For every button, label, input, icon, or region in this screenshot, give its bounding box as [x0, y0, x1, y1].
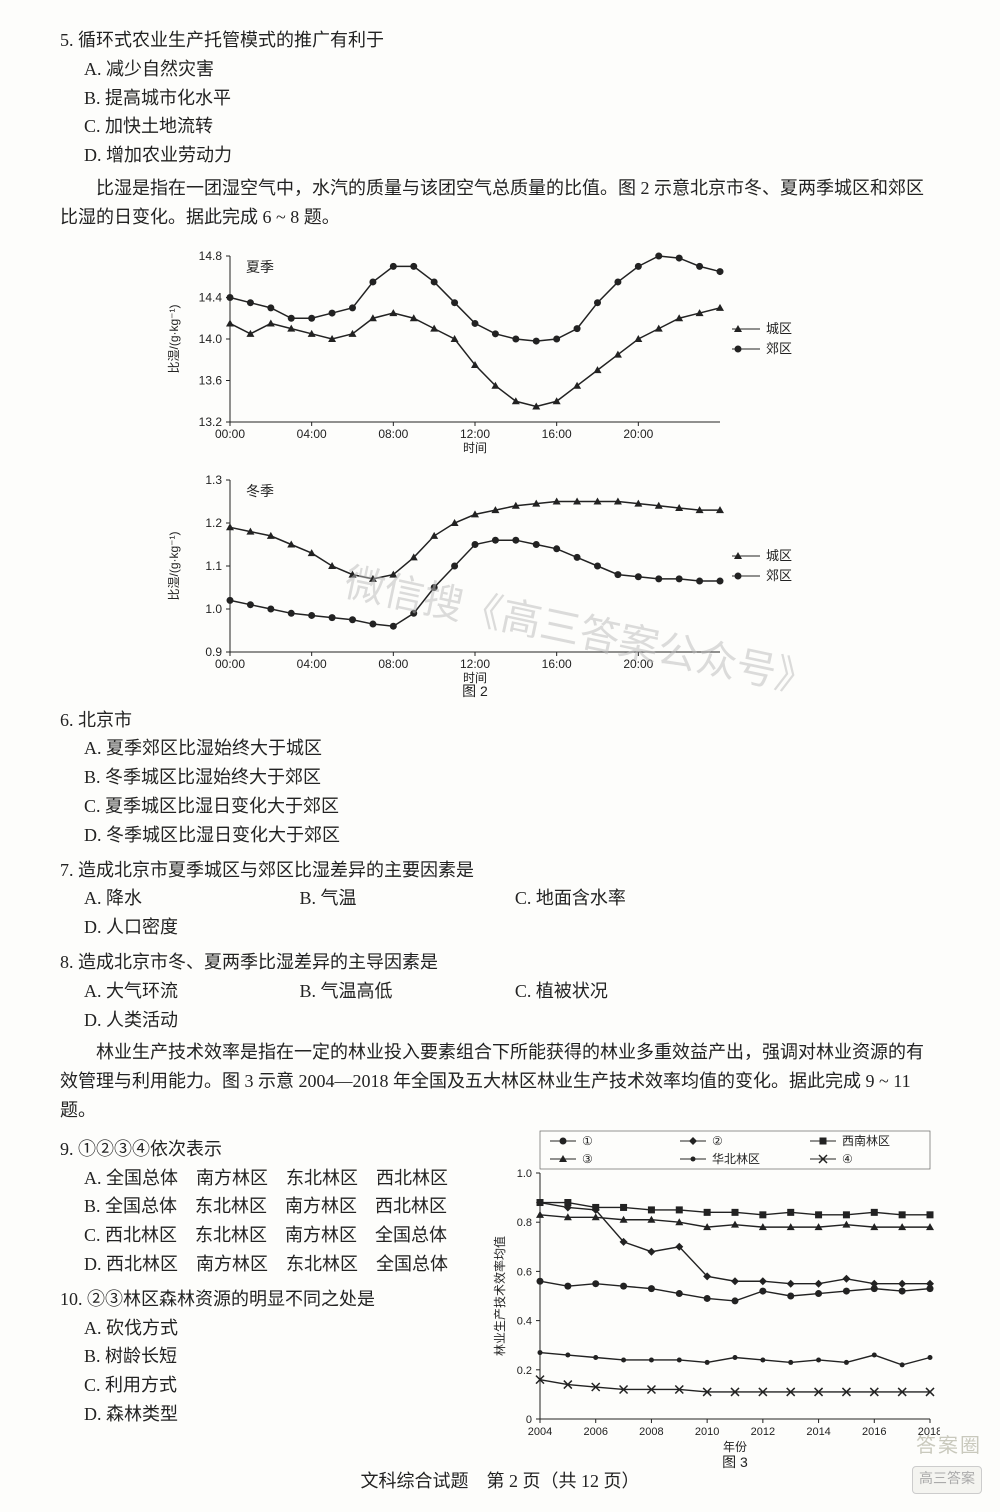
svg-text:0.6: 0.6: [517, 1266, 532, 1278]
svg-text:0.8: 0.8: [517, 1217, 532, 1229]
svg-text:12:00: 12:00: [460, 427, 490, 441]
chart-winter: 0.91.01.11.21.300:0004:0008:0012:0016:00…: [60, 460, 940, 700]
svg-text:林业生产技术效率均值: 林业生产技术效率均值: [492, 1236, 507, 1356]
svg-text:04:00: 04:00: [297, 427, 327, 441]
svg-text:2012: 2012: [751, 1426, 775, 1438]
chart-summer: 13.213.614.014.414.800:0004:0008:0012:00…: [60, 236, 940, 456]
q6-opt-b: B. 冬季城区比湿始终大于郊区: [84, 763, 503, 792]
svg-text:夏季: 夏季: [246, 259, 274, 275]
svg-text:城区: 城区: [766, 321, 792, 336]
q5-opt-c: C. 加快土地流转: [84, 112, 503, 141]
q8-opt-b: B. 气温高低: [299, 977, 504, 1006]
svg-text:14.0: 14.0: [199, 332, 223, 346]
svg-text:20:00: 20:00: [623, 427, 653, 441]
q5-opt-a: A. 减少自然灾害: [84, 55, 503, 84]
corner-watermark-2: 答案圈: [916, 1430, 982, 1462]
q7-opt-b: B. 气温: [299, 884, 504, 913]
svg-text:0.2: 0.2: [517, 1365, 532, 1377]
q7-opt-a: A. 降水: [84, 884, 289, 913]
svg-text:16:00: 16:00: [542, 427, 572, 441]
q8-opt-a: A. 大气环流: [84, 977, 289, 1006]
q5-stem: 5. 循环式农业生产托管模式的推广有利于: [60, 26, 940, 55]
svg-text:08:00: 08:00: [378, 427, 408, 441]
page-footer: 文科综合试题 第 2 页（共 12 页）: [0, 1467, 1000, 1496]
svg-text:2004: 2004: [528, 1426, 552, 1438]
svg-text:2014: 2014: [806, 1426, 830, 1438]
q8-opt-d: D. 人类活动: [84, 1006, 289, 1035]
corner-watermark: 高三答案: [912, 1466, 982, 1494]
svg-text:13.6: 13.6: [199, 373, 223, 387]
svg-text:20:00: 20:00: [623, 657, 653, 671]
q6-opt-c: C. 夏季城区比湿日变化大于郊区: [84, 792, 503, 821]
context-para-2: 林业生产技术效率是指在一定的林业投入要素组合下所能获得的林业多重效益产出，强调对…: [60, 1038, 940, 1124]
svg-text:1.1: 1.1: [205, 559, 222, 573]
svg-text:16:00: 16:00: [542, 657, 572, 671]
q8-stem: 8. 造成北京市冬、夏两季比湿差异的主导因素是: [60, 948, 940, 977]
context-para-1: 比湿是指在一团湿空气中，水汽的质量与该团空气总质量的比值。图 2 示意北京市冬、…: [60, 174, 940, 232]
svg-text:华北林区: 华北林区: [712, 1152, 760, 1166]
svg-text:04:00: 04:00: [297, 657, 327, 671]
svg-text:郊区: 郊区: [766, 568, 792, 583]
q6-stem: 6. 北京市: [60, 706, 940, 735]
q7-opt-d: D. 人口密度: [84, 913, 289, 942]
svg-text:2006: 2006: [583, 1426, 607, 1438]
q6-options: A. 夏季郊区比湿始终大于城区 B. 冬季城区比湿始终大于郊区 C. 夏季城区比…: [84, 734, 940, 849]
svg-text:1.0: 1.0: [205, 602, 222, 616]
svg-text:00:00: 00:00: [215, 657, 245, 671]
svg-text:2010: 2010: [695, 1426, 719, 1438]
svg-text:00:00: 00:00: [215, 427, 245, 441]
q7-options: A. 降水 B. 气温 C. 地面含水率 D. 人口密度: [84, 884, 940, 942]
svg-text:1.0: 1.0: [517, 1168, 532, 1180]
svg-text:2016: 2016: [862, 1426, 886, 1438]
svg-text:城区: 城区: [766, 548, 792, 563]
q8-opt-c: C. 植被状况: [515, 977, 720, 1006]
q6-opt-a: A. 夏季郊区比湿始终大于城区: [84, 734, 503, 763]
q5-opt-d: D. 增加农业劳动力: [84, 141, 503, 170]
chart-fig3: ① ② 西南林区 ③ 华北林区 ④ 0 0.2 0.4 0.6 0.8 1.0 2004 2006 2008…: [490, 1129, 940, 1469]
svg-text:①: ①: [582, 1134, 593, 1148]
svg-text:1.3: 1.3: [205, 473, 222, 487]
svg-text:14.8: 14.8: [199, 249, 223, 263]
svg-text:②: ②: [712, 1134, 723, 1148]
svg-text:08:00: 08:00: [378, 657, 408, 671]
svg-text:比湿/(g·kg⁻¹): 比湿/(g·kg⁻¹): [166, 304, 181, 373]
q8-options: A. 大气环流 B. 气温高低 C. 植被状况 D. 人类活动: [84, 977, 940, 1035]
svg-text:时间: 时间: [463, 441, 487, 455]
q5-opt-b: B. 提高城市化水平: [84, 84, 503, 113]
svg-text:0: 0: [526, 1414, 532, 1426]
svg-text:图 2: 图 2: [462, 683, 488, 699]
svg-text:③: ③: [582, 1152, 593, 1166]
svg-text:1.2: 1.2: [205, 516, 222, 530]
svg-text:比湿/(g·kg⁻¹): 比湿/(g·kg⁻¹): [166, 531, 181, 600]
svg-text:冬季: 冬季: [246, 483, 274, 499]
q7-opt-c: C. 地面含水率: [515, 884, 720, 913]
svg-text:④: ④: [842, 1152, 853, 1166]
q6-opt-d: D. 冬季城区比湿日变化大于郊区: [84, 821, 503, 850]
q7-stem: 7. 造成北京市夏季城区与郊区比湿差异的主要因素是: [60, 856, 940, 885]
svg-text:年份: 年份: [723, 1440, 747, 1454]
svg-text:14.4: 14.4: [199, 290, 223, 304]
svg-text:2008: 2008: [639, 1426, 663, 1438]
svg-text:郊区: 郊区: [766, 341, 792, 356]
svg-text:0.4: 0.4: [517, 1315, 532, 1327]
q5-options: A. 减少自然灾害 B. 提高城市化水平 C. 加快土地流转 D. 增加农业劳动…: [84, 55, 940, 170]
svg-text:西南林区: 西南林区: [842, 1133, 890, 1148]
svg-text:12:00: 12:00: [460, 657, 490, 671]
